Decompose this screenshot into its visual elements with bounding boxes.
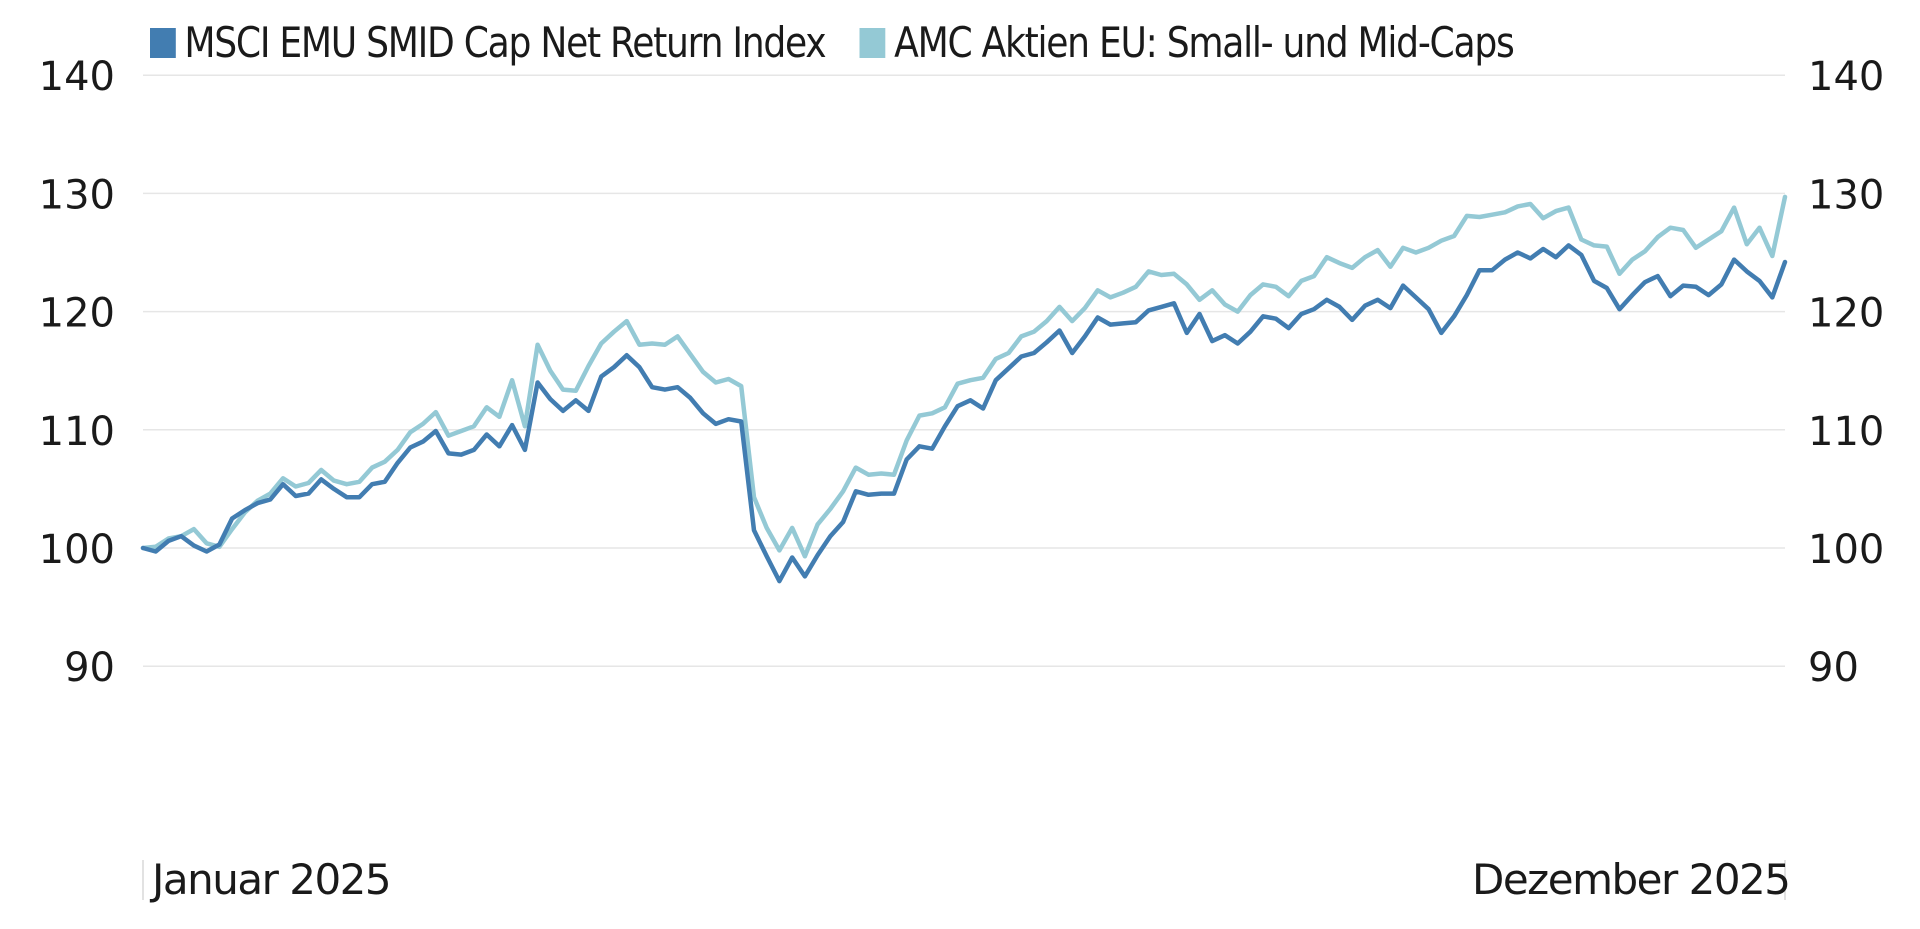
x-axis-end-label: Dezember 2025 xyxy=(1472,855,1791,904)
legend-swatch-icon xyxy=(150,27,176,58)
y-axis-left-tick: 140 xyxy=(39,54,115,100)
legend-label: AMC Aktien EU: Small- und Mid-Caps xyxy=(894,18,1515,67)
y-axis-right-tick: 120 xyxy=(1808,291,1884,337)
chart-legend: MSCI EMU SMID Cap Net Return Index AMC Ak… xyxy=(150,18,1548,67)
y-axis-right-tick: 130 xyxy=(1808,172,1884,218)
y-axis-right-tick: 90 xyxy=(1808,645,1859,691)
legend-swatch-icon xyxy=(859,27,886,58)
y-axis-left-tick: 130 xyxy=(39,172,115,218)
y-axis-right-tick: 100 xyxy=(1808,527,1884,573)
legend-item: AMC Aktien EU: Small- und Mid-Caps xyxy=(859,18,1515,67)
y-axis-left-tick: 120 xyxy=(39,291,115,337)
legend-label: MSCI EMU SMID Cap Net Return Index xyxy=(184,18,826,67)
x-axis-start-label: Januar 2025 xyxy=(152,855,392,904)
series-amc-line xyxy=(140,194,1788,559)
y-axis-right-tick: 140 xyxy=(1808,54,1884,100)
y-axis-left-tick: 110 xyxy=(39,409,115,455)
y-axis-left-tick: 90 xyxy=(64,645,115,691)
series-msci-line xyxy=(140,243,1788,584)
y-axis-left-tick: 100 xyxy=(39,527,115,573)
y-axis-right-tick: 110 xyxy=(1808,409,1884,455)
legend-item: MSCI EMU SMID Cap Net Return Index xyxy=(150,18,827,67)
